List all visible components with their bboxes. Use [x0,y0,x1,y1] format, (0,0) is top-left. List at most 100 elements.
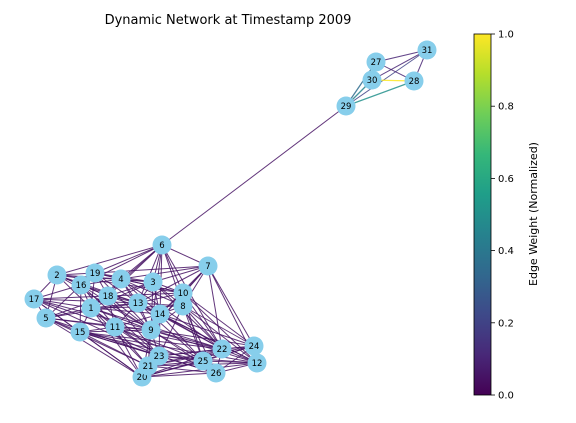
node-label: 11 [110,323,121,333]
node-22: 22 [212,339,232,359]
node-2: 2 [47,265,67,285]
node-circle [244,336,264,356]
chart-title: Dynamic Network at Timestamp 2009 [105,13,352,28]
node-label: 15 [75,328,86,338]
node-circle [150,304,170,324]
node-label: 21 [143,362,154,372]
edge-3-7 [152,265,209,283]
edge-29-31 [345,49,428,107]
node-label: 7 [205,262,210,272]
node-circle [173,283,193,303]
node-26: 26 [206,363,226,383]
edge-1-9 [90,307,152,331]
node-circle [85,263,105,283]
edge-5-20 [45,317,143,378]
node-circle [149,346,169,366]
colorbar-tick-label: 0.8 [498,102,514,113]
colorbar-tick-label: 1.0 [498,30,514,41]
edge-16-9 [80,284,152,331]
edge-3-22 [152,281,223,350]
node-label: 25 [198,357,209,367]
colorbar-ticks: 0.0 0.2 0.4 0.6 0.8 1.0 [491,30,514,402]
edge-15-26 [79,331,217,374]
node-circle [366,52,386,72]
node-label: 14 [155,310,166,320]
node-29: 29 [336,96,356,116]
node-label: 19 [90,269,101,279]
node-28: 28 [404,71,424,91]
node-circle [336,96,356,116]
edge-20-26 [141,372,217,378]
edge-1-21 [90,307,149,367]
edge-4-7 [120,265,209,280]
colorbar-tick-label: 0.4 [498,246,514,257]
edge-19-7 [94,265,209,274]
edge-7-24 [207,265,255,347]
node-label: 29 [341,102,352,112]
node-12: 12 [247,353,267,373]
edge-17-18 [33,295,109,300]
node-label: 5 [43,314,48,324]
node-8: 8 [173,296,193,316]
node-label: 18 [103,292,114,302]
node-circle [143,272,163,292]
edge-7-22 [207,265,223,350]
edge-15-21 [79,331,149,367]
colorbar-tick-label: 0.6 [498,174,514,185]
node-label: 31 [422,46,433,56]
node-circle [404,71,424,91]
edges-layer [33,49,428,378]
node-label: 10 [178,289,189,299]
node-label: 17 [29,295,40,305]
colorbar-label: Edge Weight (Normalized) [527,142,540,286]
node-1: 1 [81,298,101,318]
node-circle [47,265,67,285]
node-13: 13 [128,293,148,313]
node-27: 27 [366,52,386,72]
node-7: 7 [198,256,218,276]
node-label: 20 [137,373,148,383]
node-9: 9 [141,320,161,340]
node-circle [71,275,91,295]
edge-21-26 [147,365,217,374]
node-31: 31 [417,40,437,60]
edge-20-12 [141,362,258,378]
edge-19-9 [94,272,152,331]
node-circle [81,298,101,318]
colorbar-tick-label: 0.2 [498,318,514,329]
node-5: 5 [36,308,56,328]
node-circle [105,317,125,337]
node-label: 1 [88,304,93,314]
node-circle [193,351,213,371]
node-24: 24 [244,336,264,356]
node-label: 9 [148,326,153,336]
edge-15-25 [79,331,204,362]
node-10: 10 [173,283,193,303]
node-circle [198,256,218,276]
colorbar: 0.0 0.2 0.4 0.6 0.8 1.0 Edge Weight (Normaliz… [473,30,540,402]
node-label: 13 [133,299,144,309]
node-circle [152,235,172,255]
edge-6-22 [161,244,223,350]
edge-11-22 [114,326,223,350]
edge-14-24 [159,313,255,347]
edge-29-28 [345,80,415,107]
edge-14-25 [159,313,204,362]
node-circle [247,353,267,373]
colorbar-gradient [473,33,492,396]
node-19: 19 [85,263,105,283]
node-4: 4 [111,269,131,289]
node-label: 6 [159,241,164,251]
edge-11-25 [114,326,204,362]
edge-6-19 [94,244,163,274]
node-circle [206,363,226,383]
node-circle [173,296,193,316]
node-label: 8 [180,302,185,312]
node-circle [24,289,44,309]
node-25: 25 [193,351,213,371]
node-label: 12 [252,359,263,369]
node-circle [36,308,56,328]
